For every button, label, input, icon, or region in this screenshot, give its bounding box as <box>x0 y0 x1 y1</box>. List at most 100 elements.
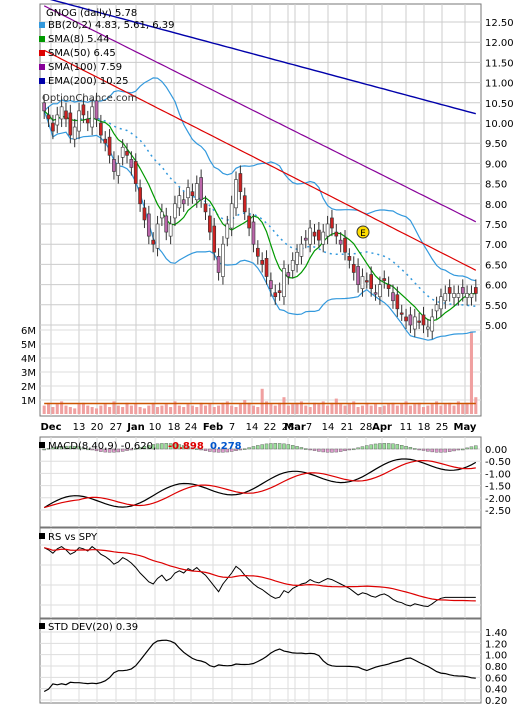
macd-hist-bar <box>199 448 203 451</box>
macd-hist-bar <box>142 446 147 450</box>
volume-bar <box>81 402 85 414</box>
price-tick-7: 9.00 <box>485 159 507 170</box>
legend-sma50-label: SMA(50) 6.45 <box>48 48 116 59</box>
legend-bb-swatch <box>39 22 45 28</box>
rs-legend: RS vs SPY <box>39 532 98 543</box>
candle-body <box>173 203 177 219</box>
rs-ma-line <box>44 547 476 602</box>
candle-body <box>460 287 465 294</box>
macd-hist-bar <box>282 443 286 450</box>
stddev-tick-3: 0.80 <box>485 662 507 673</box>
macd-hist-bar <box>465 447 469 450</box>
candle-body <box>347 256 352 261</box>
volume-bar <box>330 402 334 414</box>
macd-hist-bar <box>116 448 121 453</box>
legend-ema200-label: EMA(200) 10.25 <box>48 76 128 87</box>
macd-line <box>43 458 477 509</box>
event-marker-circle <box>356 225 370 239</box>
candle-body <box>269 280 273 289</box>
candle-body <box>255 247 260 257</box>
volume-bar <box>138 407 142 414</box>
volume-bar <box>234 407 238 414</box>
volume-bar <box>164 404 168 414</box>
candle-body <box>112 159 116 172</box>
volume-bar <box>208 404 212 414</box>
macd-hist-bar <box>216 448 221 453</box>
legend-ticker: GNOG (daily) 5.78 <box>46 8 137 19</box>
macd-hist-bar <box>417 448 421 451</box>
macd-hist-bar <box>286 444 291 450</box>
macd-hist-bar <box>461 448 465 451</box>
volume-bar <box>295 402 299 414</box>
macd-hist-bar <box>365 445 369 450</box>
bb-upper-line <box>43 77 476 282</box>
candle-body <box>247 215 251 229</box>
earnings-event-marker: E <box>356 225 370 239</box>
macd-hist-bar <box>256 445 260 450</box>
x-tick-8: Feb <box>203 422 223 433</box>
candle-body <box>364 280 369 283</box>
macd-hist-bar <box>168 443 173 450</box>
volume-bar <box>286 405 290 414</box>
macd-legend-swatch <box>39 442 45 448</box>
macd-hist-bar <box>225 448 230 453</box>
stddev-tick-4: 0.60 <box>485 673 507 684</box>
candle-body <box>303 237 308 241</box>
stddev-tick-5: 0.40 <box>485 685 507 696</box>
candle-body <box>360 276 365 289</box>
volume-bar <box>404 401 408 414</box>
candle-body <box>382 278 387 281</box>
macd-hist-bar <box>334 448 339 453</box>
volume-bar <box>195 407 199 414</box>
volume-bar <box>147 405 151 414</box>
ema200-line <box>49 0 476 115</box>
x-tick-2: 20 <box>91 422 104 433</box>
volume-bar <box>116 405 120 414</box>
volume-bar <box>42 405 46 414</box>
volume-bar <box>217 405 221 414</box>
macd-hist-bar <box>81 447 86 450</box>
volume-bar <box>369 405 373 414</box>
volume-bar <box>265 401 269 414</box>
macd-hist-bar <box>68 445 73 450</box>
volume-tick-4: 2M <box>21 382 36 393</box>
x-tick-10: 14 <box>246 422 259 433</box>
price-lines <box>43 0 477 341</box>
stddev-line <box>43 639 476 693</box>
candle-body <box>164 215 169 233</box>
volume-bar <box>474 397 478 414</box>
macd-hist-bar <box>86 448 90 451</box>
volume-bar <box>90 407 94 414</box>
x-tick-4: Jan <box>126 422 145 433</box>
macd-hist-bar <box>151 444 155 450</box>
macd-label: MACD(8,40,9) -0.620, <box>48 441 156 452</box>
candle-body <box>456 293 461 298</box>
volume-bar <box>417 402 421 414</box>
macd-hist-bar <box>94 448 99 452</box>
rs-label: RS vs SPY <box>48 532 98 543</box>
price-axis: 12.50 12.00 11.50 11.00 10.50 10.00 9.50 9.00 8.… <box>485 18 514 332</box>
candle-body <box>116 163 121 176</box>
candle-body <box>107 136 112 156</box>
macd-tick-1: -0.50 <box>485 457 511 468</box>
stddev-lines <box>43 639 476 693</box>
legend: GNOG (daily) 5.78 BB(20,2) 4.83, 5.61, 6… <box>39 8 174 104</box>
macd-hist-bar <box>181 445 186 450</box>
volume-bar <box>443 404 447 414</box>
candle-body <box>133 161 138 184</box>
macd-hist-bar <box>347 448 352 451</box>
price-tick-6: 9.50 <box>485 139 507 150</box>
macd-hist-bar <box>395 444 400 450</box>
candle-body <box>408 314 413 326</box>
x-tick-18: Apr <box>372 422 392 433</box>
candle-body <box>42 102 47 112</box>
macd-hist-bar <box>295 446 299 450</box>
candle-body <box>125 150 129 156</box>
candle-body <box>177 195 182 209</box>
price-tick-2: 11.50 <box>485 58 514 69</box>
volume-bar <box>356 407 360 414</box>
candle-body <box>234 179 238 209</box>
candle-body <box>452 293 456 298</box>
candle-body <box>203 203 208 213</box>
